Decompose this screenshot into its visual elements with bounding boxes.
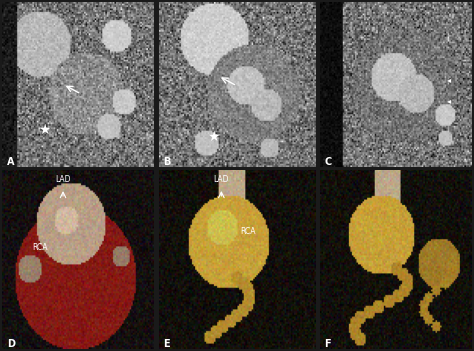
Text: ★: ★ [38,124,51,138]
Text: LAD: LAD [55,175,71,184]
Text: A: A [7,157,14,167]
Text: RCA: RCA [33,243,48,252]
Text: D: D [7,338,15,349]
Text: LAD: LAD [214,175,229,184]
Text: B: B [164,157,171,167]
Text: RCA: RCA [240,227,255,236]
Text: C: C [325,157,332,167]
Text: ◂: ◂ [447,96,452,105]
Text: ◂: ◂ [447,75,452,84]
Text: F: F [325,338,331,349]
Text: ★: ★ [207,130,220,144]
Text: E: E [164,338,170,349]
